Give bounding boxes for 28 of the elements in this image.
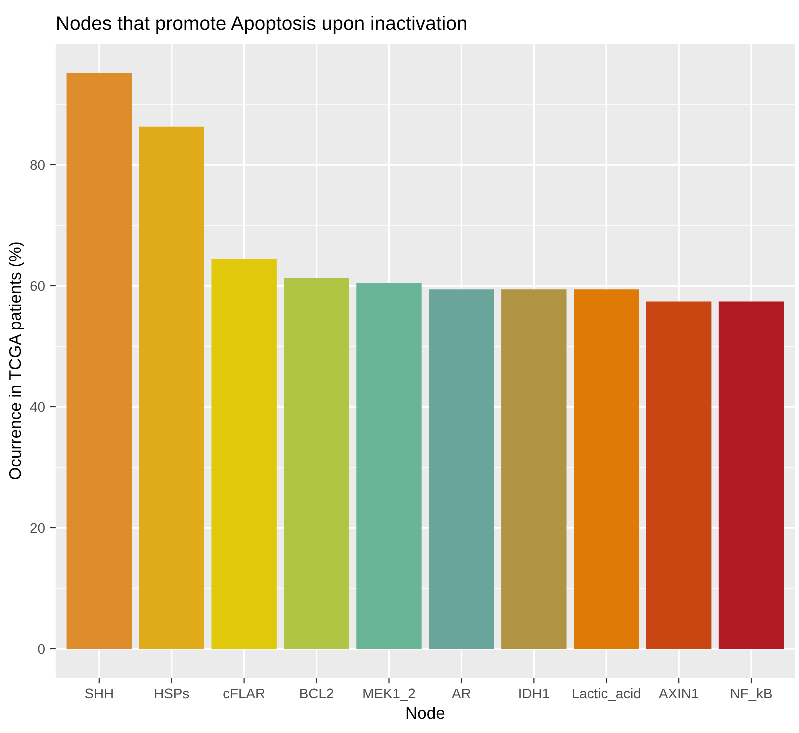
y-tick-label: 40: [30, 402, 45, 412]
x-tick-label: IDH1: [520, 688, 550, 699]
bar: [429, 290, 494, 649]
bar: [356, 284, 422, 649]
bar: [284, 278, 350, 649]
bar: [718, 302, 784, 649]
y-tick-label: 0: [38, 644, 45, 654]
x-tick-label: SHH: [85, 688, 113, 699]
y-tick-label: 60: [30, 281, 45, 292]
x-tick-label: Lactic_acid: [573, 688, 640, 702]
bar: [502, 290, 567, 649]
y-axis-title: Ocurrence in TCGA patients (%): [8, 242, 25, 480]
x-tick-label: cFLAR: [224, 688, 265, 699]
bar: [574, 290, 640, 649]
bar: [66, 73, 132, 649]
bar: [139, 126, 204, 649]
x-tick-label: AXIN1: [659, 688, 698, 699]
chart-title: Nodes that promote Apoptosis upon inactivation: [58, 16, 467, 34]
x-tick-label: HSPs: [155, 688, 190, 699]
x-tick-label: BCL2: [300, 688, 334, 699]
x-axis-title: Node: [406, 706, 445, 720]
x-tick-label: NF_kB: [731, 688, 772, 702]
y-tick-label: 80: [30, 160, 45, 170]
x-tick-label: AR: [452, 688, 471, 699]
y-tick-label: 20: [30, 523, 45, 534]
x-tick-label: MEK1_2: [364, 688, 416, 702]
bar: [646, 302, 712, 649]
bar: [212, 259, 277, 649]
